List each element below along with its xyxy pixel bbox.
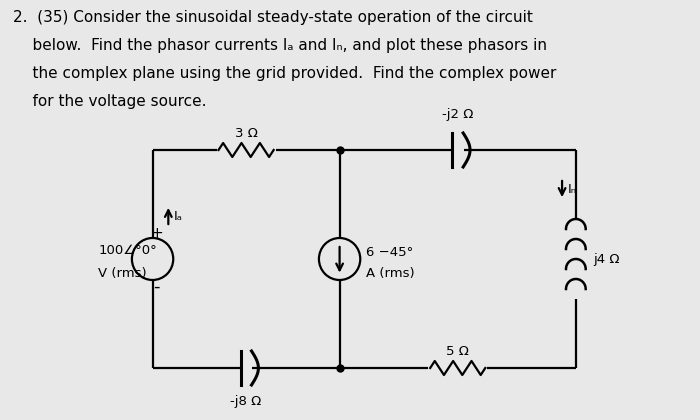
Text: V (rms): V (rms) xyxy=(99,267,147,279)
Text: j4 Ω: j4 Ω xyxy=(594,252,620,265)
Text: below.  Find the phasor currents Iₐ and Iₙ, and plot these phasors in: below. Find the phasor currents Iₐ and I… xyxy=(13,38,547,53)
Text: +: + xyxy=(150,226,163,241)
Text: A (rms): A (rms) xyxy=(366,267,415,279)
Text: Iₙ: Iₙ xyxy=(568,183,577,195)
Text: 6 −45°: 6 −45° xyxy=(366,246,414,258)
Text: -j8 Ω: -j8 Ω xyxy=(230,395,262,408)
Text: -j2 Ω: -j2 Ω xyxy=(442,108,473,121)
Text: for the voltage source.: for the voltage source. xyxy=(13,94,206,109)
Text: -: - xyxy=(153,278,160,296)
Text: 3 Ω: 3 Ω xyxy=(234,127,258,140)
Text: the complex plane using the grid provided.  Find the complex power: the complex plane using the grid provide… xyxy=(13,66,556,81)
Text: 2.  (35) Consider the sinusoidal steady-state operation of the circuit: 2. (35) Consider the sinusoidal steady-s… xyxy=(13,10,533,25)
Text: 5 Ω: 5 Ω xyxy=(447,345,469,358)
Text: Iₐ: Iₐ xyxy=(174,210,183,223)
Text: 100∠°0°: 100∠°0° xyxy=(99,244,158,257)
